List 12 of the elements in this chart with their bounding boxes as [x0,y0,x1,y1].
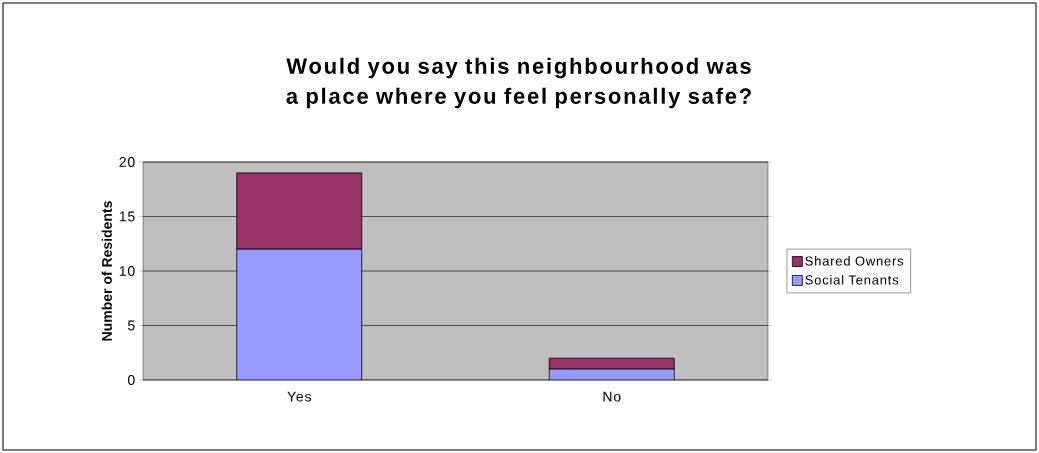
legend-label: Social Tenants [805,274,899,285]
bar [236,248,363,380]
y-tick-label: 20 [119,157,135,167]
y-tick-label: 0 [127,375,135,385]
x-tick-label: No [603,391,621,402]
x-tick-label: Yes [287,391,311,402]
y-tick-label: 5 [127,320,135,331]
y-axis-title: Number of Residents [101,201,112,341]
y-tick-label: 10 [119,266,135,276]
legend-label: Shared Owners [805,256,904,266]
chart-title: Would you say this neighbourhood was a place where you feel personally safe? [286,57,751,109]
y-tick-label: 15 [119,211,135,222]
